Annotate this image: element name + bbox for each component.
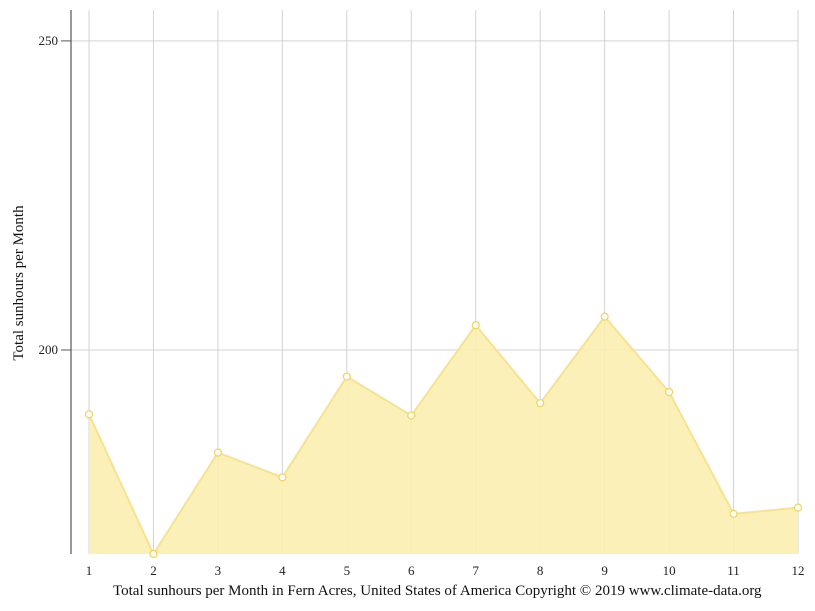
x-tick-label: 12 [792,563,805,578]
series-line [88,315,799,557]
x-tick-label: 9 [601,563,608,578]
y-tick-label: 250 [39,33,59,48]
data-point [407,411,416,420]
data-point [600,312,609,321]
data-point [342,372,351,381]
data-point [278,473,287,482]
x-tick-label: 1 [86,563,93,578]
chart-caption: Total sunhours per Month in Fern Acres, … [113,583,762,599]
y-tick-label: 200 [39,342,59,357]
data-point [793,503,803,512]
x-tick-label: 3 [215,563,222,578]
data-point [149,549,158,559]
data-point [84,410,94,419]
x-tick-label: 8 [537,563,544,578]
x-tick-label: 5 [344,563,351,578]
data-point [536,399,545,408]
x-tick-label: 10 [663,563,676,578]
x-tick-label: 6 [408,563,415,578]
data-point [729,509,738,518]
data-point [213,448,223,457]
axes [61,10,72,554]
x-tick-label: 7 [472,563,479,578]
series-area [89,316,798,554]
x-tick-label: 2 [150,563,157,578]
data-point [664,387,674,397]
data-point [471,321,480,330]
x-tick-label: 4 [279,563,286,578]
x-tick-label: 11 [727,563,740,578]
grid-lines [71,10,799,554]
data-points [84,312,803,559]
y-axis-title: Total sunhours per Month [11,205,27,361]
area-layer [88,315,799,557]
